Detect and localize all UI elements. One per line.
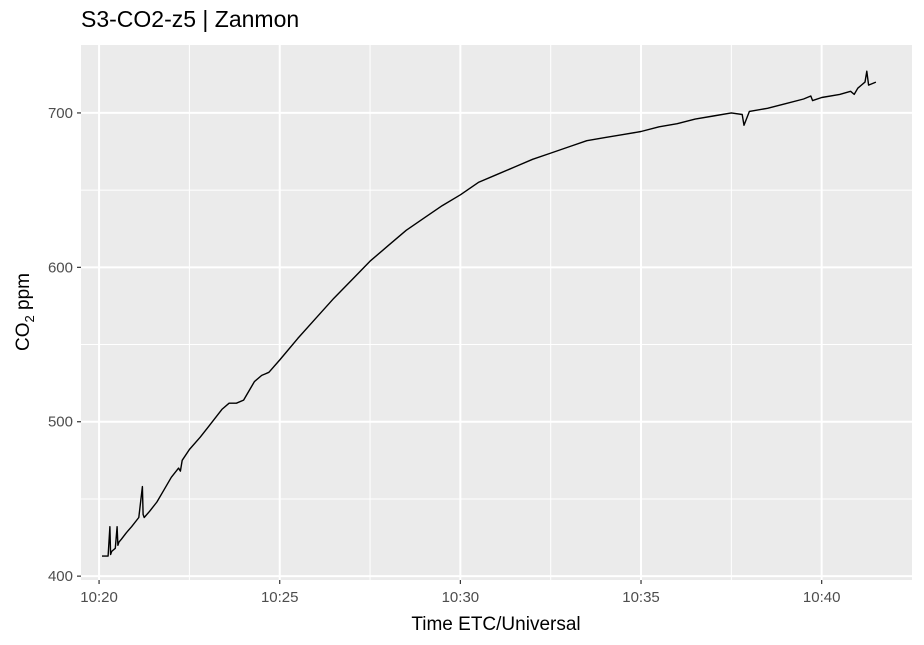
minor-gridlines <box>81 45 912 580</box>
major-gridlines <box>81 45 912 580</box>
x-axis-ticks: 10:20 10:25 10:30 10:35 10:40 <box>80 580 840 606</box>
y-axis-title-rest: ppm <box>13 273 34 315</box>
x-tick-label: 10:30 <box>442 589 480 606</box>
y-axis-title: CO2 ppm <box>13 273 37 351</box>
y-axis-ticks: 400 500 600 700 <box>48 105 81 585</box>
y-axis-title-subscript: 2 <box>22 315 37 322</box>
series-layer <box>102 70 877 557</box>
plot-panel <box>81 45 912 580</box>
y-axis-title-base: CO <box>13 322 34 351</box>
x-tick-label: 10:40 <box>803 589 841 606</box>
x-tick-label: 10:25 <box>261 589 299 606</box>
y-tick-label: 500 <box>48 414 73 431</box>
x-tick-label: 10:35 <box>622 589 660 606</box>
y-tick-label: 600 <box>48 259 73 276</box>
chart-title: S3-CO2-z5 | Zanmon <box>81 6 300 32</box>
x-tick-label: 10:20 <box>80 589 118 606</box>
co2-series-line <box>102 70 877 557</box>
y-tick-label: 400 <box>48 568 73 585</box>
x-axis-title: Time ETC/Universal <box>411 614 580 635</box>
y-tick-label: 700 <box>48 105 73 122</box>
